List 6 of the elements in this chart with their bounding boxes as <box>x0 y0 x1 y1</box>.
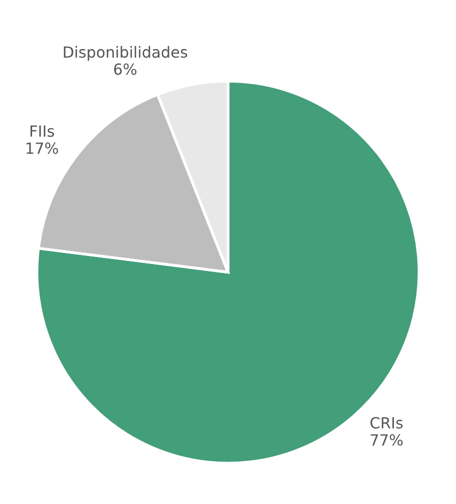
slice-label: FIIs <box>30 126 54 137</box>
data-label: 17% <box>26 142 58 154</box>
slice-label: Disponibilidades <box>64 46 188 61</box>
data-label: 77% <box>370 434 403 446</box>
data-label: 6% <box>114 63 136 75</box>
slice-label: CRIs <box>370 417 403 429</box>
